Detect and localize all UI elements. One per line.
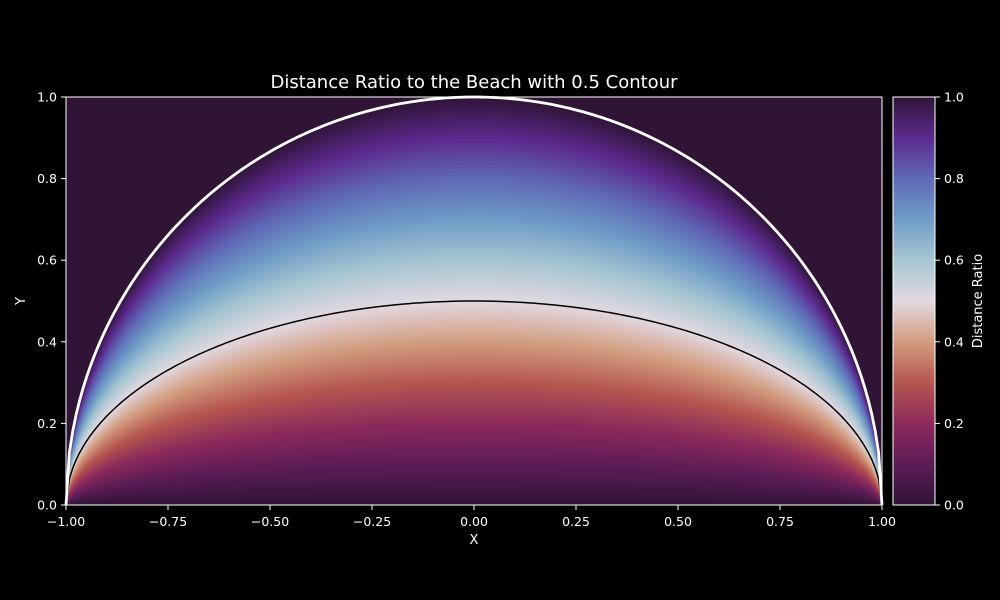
colorbar-tick-label: 0.0: [944, 498, 964, 513]
colorbar-tick-label: 0.2: [944, 416, 964, 431]
x-tick-label: 0.50: [664, 514, 692, 529]
x-tick-label: −0.50: [251, 514, 289, 529]
colorbar-gradient: [893, 97, 935, 505]
chart-title: Distance Ratio to the Beach with 0.5 Con…: [270, 72, 678, 93]
x-tick-label: 0.75: [766, 514, 794, 529]
y-tick-label: 0.6: [37, 253, 57, 268]
y-tick-label: 0.4: [37, 334, 57, 349]
colorbar-tick-label: 1.0: [944, 90, 964, 105]
y-tick-label: 0.8: [37, 171, 57, 186]
colorbar-tick-label: 0.8: [944, 171, 964, 186]
x-tick-label: −0.25: [353, 514, 391, 529]
x-tick-label: 0.00: [460, 514, 488, 529]
y-axis: 0.0 0.2 0.4 0.6 0.8 1.0: [37, 90, 66, 513]
y-tick-label: 1.0: [37, 90, 57, 105]
x-tick-label: 0.25: [562, 514, 590, 529]
y-tick-label: 0.2: [37, 416, 57, 431]
colorbar-frame: [892, 96, 936, 506]
contour-line-0-5: [66, 300, 882, 505]
colorbar-tick-label: 0.4: [944, 334, 964, 349]
x-tick-label: −1.00: [47, 514, 85, 529]
y-axis-label: Y: [14, 297, 29, 306]
plot-area: [64, 95, 884, 506]
x-tick-label: −0.75: [149, 514, 187, 529]
y-tick-label: 0.0: [37, 498, 57, 513]
colorbar: 0.0 0.2 0.4 0.6 0.8 1.0 Distance Ratio: [892, 90, 986, 513]
x-tick-label: 1.00: [868, 514, 896, 529]
colorbar-axis: 0.0 0.2 0.4 0.6 0.8 1.0: [935, 90, 964, 513]
colorbar-label: Distance Ratio: [971, 254, 986, 348]
x-axis: −1.00 −0.75 −0.50 −0.25 0.00 0.25 0.50 0.75 1.00: [47, 505, 896, 529]
colorbar-tick-label: 0.6: [944, 253, 964, 268]
x-axis-label: X: [470, 533, 479, 548]
